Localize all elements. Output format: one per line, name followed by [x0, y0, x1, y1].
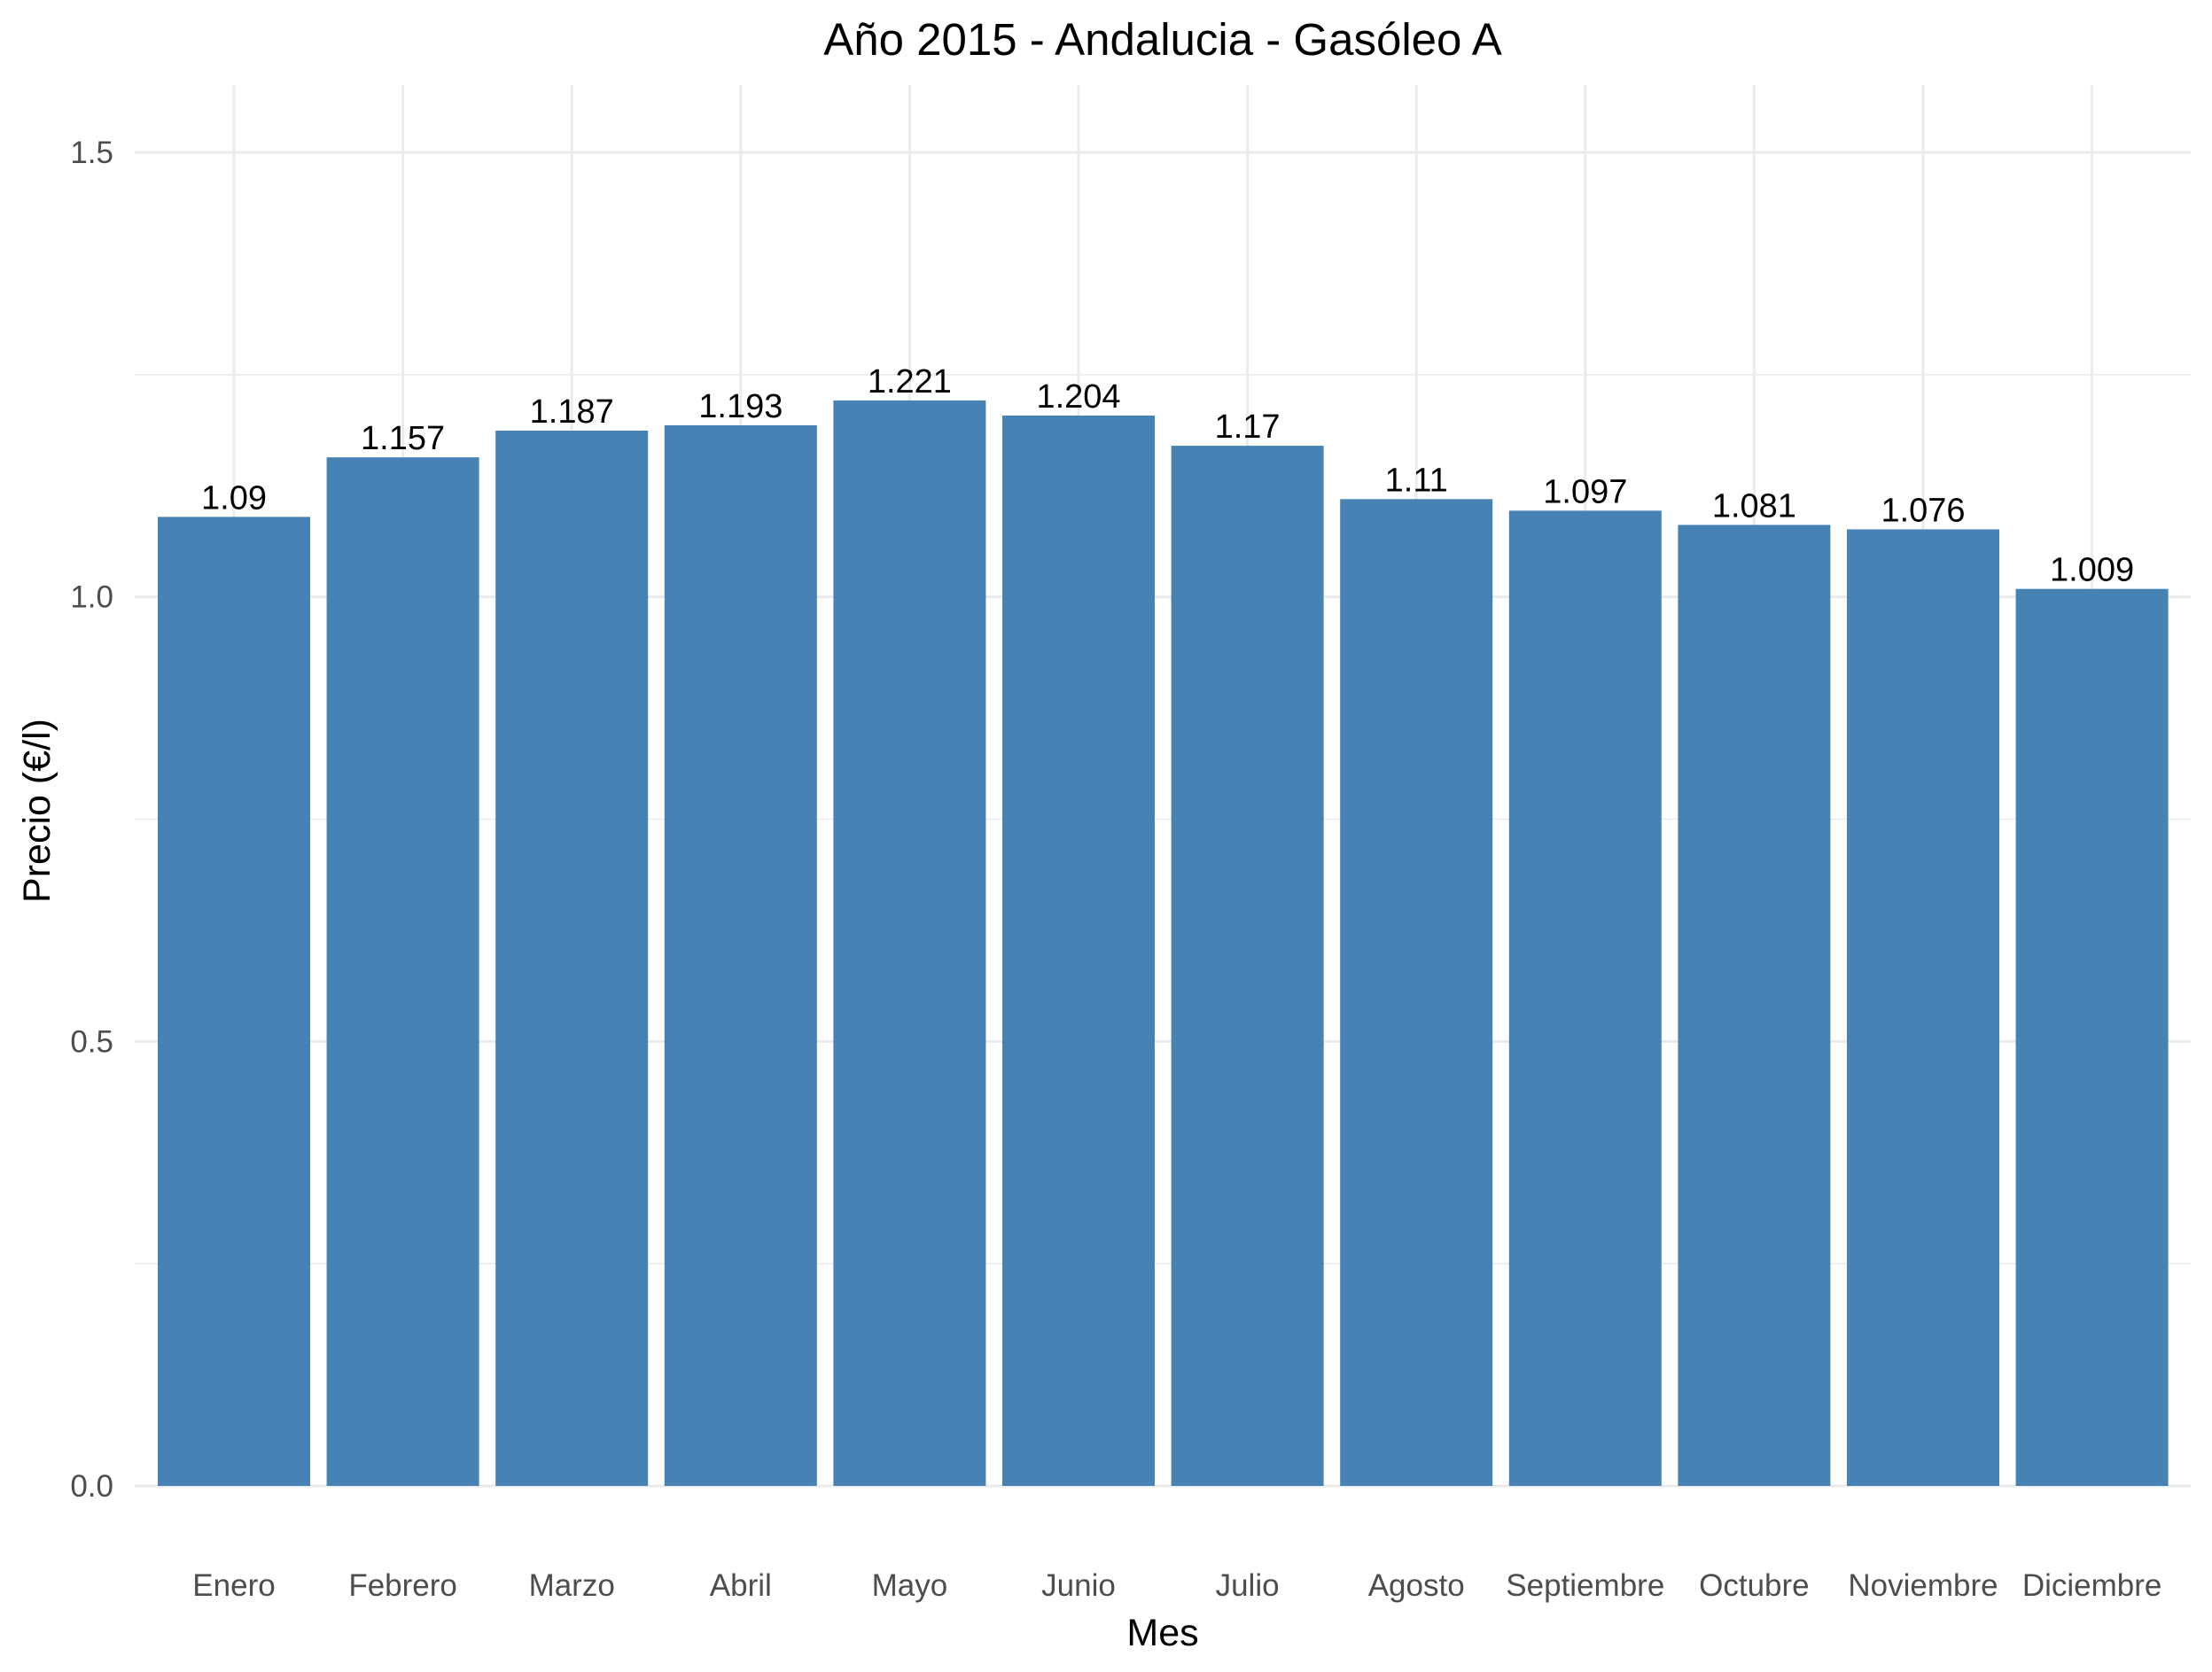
bar-junio: [1002, 415, 1155, 1486]
data-label: 1.221: [868, 363, 952, 401]
y-axis-ticks: 0.0 0.5 1.0 1.5: [70, 136, 113, 1504]
x-tick-label: Diciembre: [2022, 1568, 2162, 1603]
x-tick-label: Julio: [1216, 1568, 1280, 1603]
y-tick-label: 1.0: [70, 580, 113, 615]
y-tick-label: 0.5: [70, 1024, 113, 1059]
x-tick-label: Agosto: [1368, 1568, 1465, 1603]
bars: [158, 400, 2169, 1487]
data-label: 1.09: [201, 479, 267, 517]
x-tick-label: Febrero: [348, 1568, 457, 1603]
data-label: 1.009: [2050, 552, 2134, 589]
y-axis-title: Precio (€/l): [16, 719, 58, 903]
bar-marzo: [495, 431, 649, 1486]
bar-noviembre: [1847, 529, 1999, 1486]
data-label: 1.081: [1712, 487, 1796, 525]
x-tick-label: Octubre: [1699, 1568, 1810, 1603]
data-label: 1.204: [1036, 378, 1120, 416]
x-tick-label: Enero: [192, 1568, 275, 1603]
data-label: 1.11: [1385, 462, 1448, 499]
y-tick-label: 1.5: [70, 136, 113, 170]
bar-enero: [158, 517, 310, 1486]
bar-mayo: [833, 400, 986, 1487]
bar-febrero: [326, 457, 479, 1486]
bar-abril: [664, 425, 817, 1487]
x-axis-title: Mes: [1126, 1612, 1198, 1654]
bar-octubre: [1678, 525, 1831, 1486]
x-tick-label: Abril: [710, 1568, 772, 1603]
x-tick-label: Septiembre: [1506, 1568, 1664, 1603]
bar-julio: [1171, 446, 1324, 1487]
bar-agosto: [1340, 499, 1493, 1486]
data-label: 1.17: [1215, 408, 1281, 446]
y-tick-label: 0.0: [70, 1469, 113, 1504]
chart-title: Año 2015 - Andalucia - Gasóleo A: [823, 14, 1502, 65]
data-label: 1.187: [530, 393, 614, 431]
x-tick-label: Mayo: [872, 1568, 948, 1603]
x-axis-ticks: Enero Febrero Marzo Abril Mayo Junio Julio Agos…: [192, 1568, 2161, 1603]
x-tick-label: Junio: [1041, 1568, 1116, 1603]
x-tick-label: Marzo: [529, 1568, 615, 1603]
data-labels: 1.09 1.157 1.187 1.193 1.221 1.204 1.17 1.11 1.0…: [201, 363, 2134, 589]
x-tick-label: Noviembre: [1848, 1568, 1998, 1603]
data-label: 1.076: [1881, 492, 1965, 529]
data-label: 1.157: [361, 420, 445, 457]
bar-diciembre: [2015, 588, 2169, 1486]
data-label: 1.097: [1543, 473, 1627, 510]
data-label: 1.193: [698, 388, 783, 425]
bar-septiembre: [1508, 510, 1662, 1487]
